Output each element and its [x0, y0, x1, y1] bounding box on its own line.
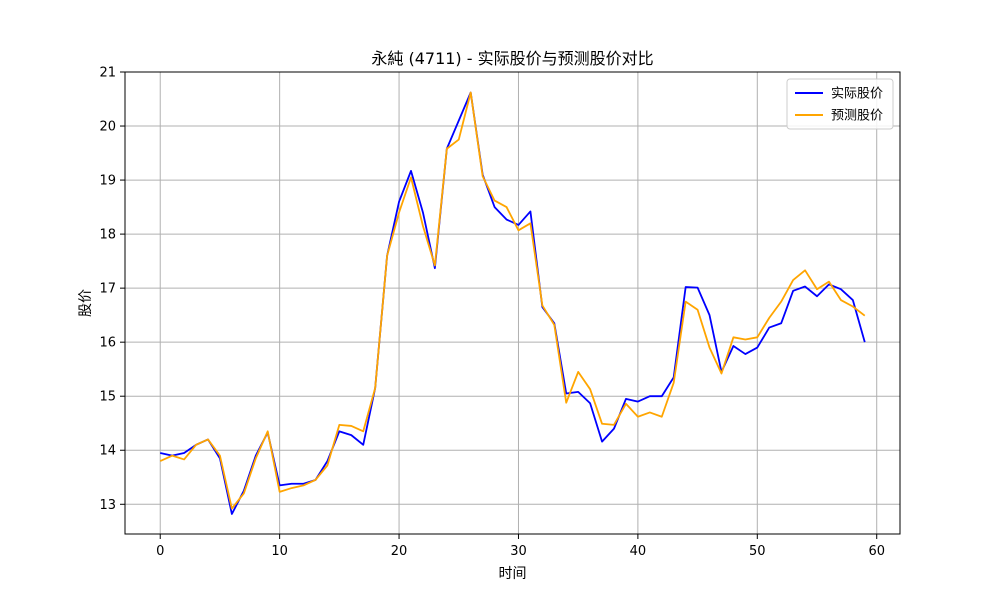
y-tick-label: 17: [99, 282, 116, 297]
x-tick-label: 10: [271, 544, 288, 559]
x-tick-label: 40: [630, 544, 647, 559]
y-tick-label: 20: [99, 120, 116, 135]
chart-title: 永純 (4711) - 实际股价与预测股价对比: [371, 49, 653, 68]
plot-frame: [124, 71, 901, 535]
y-tick-label: 19: [99, 174, 116, 189]
series-line-2: [159, 91, 866, 510]
legend-box: [786, 78, 894, 130]
series-lines: [159, 91, 866, 515]
legend-label-2: 预测股价: [831, 109, 883, 124]
grid: [125, 71, 900, 534]
series-line-1: [160, 91, 866, 515]
y-tick-label: 15: [99, 390, 116, 405]
y-tick-label: 18: [99, 228, 116, 243]
x-tick-label: 60: [868, 544, 885, 559]
x-tick-label: 30: [510, 544, 527, 559]
x-ticks: 0 10 20 30 40 50 60: [156, 534, 885, 559]
x-tick-label: 0: [156, 544, 164, 559]
y-tick-label: 21: [99, 66, 116, 81]
legend-label-1: 实际股价: [831, 87, 883, 102]
y-ticks: 13 14 15 16 17 18 19 20 21: [99, 66, 125, 513]
x-axis-label: 时间: [499, 566, 527, 582]
y-tick-label: 16: [99, 336, 116, 351]
x-tick-label: 20: [391, 544, 408, 559]
x-tick-label: 50: [749, 544, 766, 559]
y-tick-label: 13: [99, 498, 116, 513]
y-tick-label: 14: [99, 444, 116, 459]
y-axis-label: 股价: [78, 289, 94, 317]
